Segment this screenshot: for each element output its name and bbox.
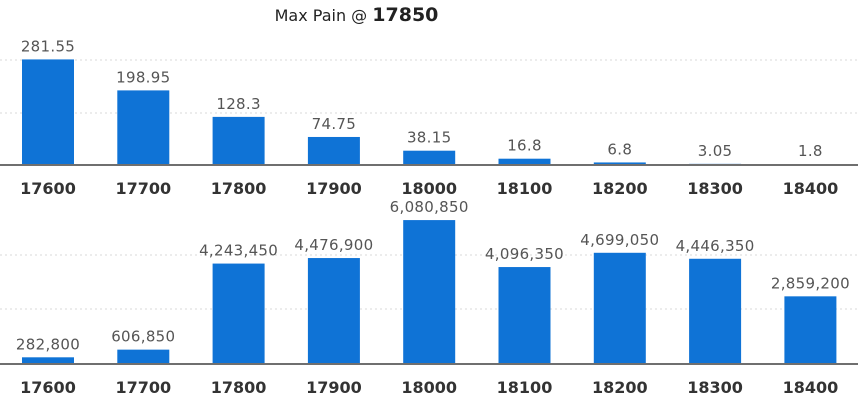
top-data-label-17700: 198.95 [116, 68, 170, 86]
top-tick-label-17800: 17800 [211, 179, 267, 198]
top-data-label-17600: 281.55 [21, 37, 75, 55]
bottom-data-label-18300: 4,446,350 [676, 237, 755, 255]
top-bar-17600 [22, 59, 74, 166]
bottom-bar-18300 [689, 258, 742, 364]
bottom-data-label-17800: 4,243,450 [199, 242, 278, 260]
top-tick-label-18000: 18000 [401, 179, 457, 198]
bottom-chart: 282,800 17600 606,850 17700 4,243,450 17800 4,… [0, 198, 858, 397]
top-tick-label-18200: 18200 [592, 179, 648, 198]
bottom-data-label-17600: 282,800 [16, 335, 80, 353]
bottom-data-label-17900: 4,476,900 [294, 236, 373, 254]
bottom-tick-label-18200: 18200 [592, 378, 648, 397]
bottom-data-label-18200: 4,699,050 [580, 231, 659, 249]
title-prefix: Max Pain @ [274, 6, 368, 25]
bottom-tick-label-17600: 17600 [20, 378, 76, 397]
top-data-label-18200: 6.8 [607, 140, 632, 158]
bottom-bar-18100 [498, 267, 551, 364]
top-chart: 281.55 17600 198.95 17700 128.3 17800 74.75 179… [0, 37, 858, 198]
top-data-label-18000: 38.15 [407, 129, 451, 147]
title-value: 17850 [372, 4, 439, 26]
bottom-bar-18000 [403, 220, 456, 364]
top-bar-17800 [212, 116, 265, 165]
bottom-tick-label-17900: 17900 [306, 378, 362, 397]
top-tick-label-18300: 18300 [687, 179, 743, 198]
bottom-bar-17900 [307, 258, 360, 364]
bottom-tick-label-18000: 18000 [401, 378, 457, 397]
bottom-data-label-17700: 606,850 [111, 328, 175, 346]
bottom-tick-label-18400: 18400 [783, 378, 839, 397]
top-bar-17700 [117, 90, 170, 165]
bottom-bar-17600 [22, 357, 74, 364]
top-data-label-17900: 74.75 [312, 115, 356, 133]
bottom-bar-17800 [212, 263, 265, 364]
bottom-tick-label-17700: 17700 [115, 378, 171, 397]
top-data-label-18400: 1.8 [798, 142, 823, 160]
bottom-tick-label-18100: 18100 [497, 378, 553, 397]
bottom-bar-18200 [593, 252, 646, 364]
top-tick-label-18400: 18400 [783, 179, 839, 198]
top-tick-label-17700: 17700 [115, 179, 171, 198]
top-tick-label-17900: 17900 [306, 179, 362, 198]
top-bar-18000 [403, 150, 456, 165]
top-tick-label-18100: 18100 [497, 179, 553, 198]
top-bar-18200 [593, 162, 646, 165]
bottom-bar-18400 [784, 296, 837, 364]
bottom-data-label-18000: 6,080,850 [390, 198, 469, 216]
bottom-data-label-18100: 4,096,350 [485, 245, 564, 263]
bottom-bar-17700 [117, 349, 170, 364]
bottom-tick-label-18300: 18300 [687, 378, 743, 397]
bottom-tick-label-17800: 17800 [211, 378, 267, 397]
top-data-label-17800: 128.3 [216, 95, 260, 113]
bottom-data-label-18400: 2,859,200 [771, 274, 850, 292]
top-data-label-18100: 16.8 [507, 137, 542, 155]
top-bar-17900 [307, 136, 360, 165]
top-tick-label-17600: 17600 [20, 179, 76, 198]
chart-title: Max Pain @ 17850 [0, 4, 713, 26]
top-bar-18100 [498, 158, 551, 165]
top-data-label-18300: 3.05 [698, 142, 733, 160]
